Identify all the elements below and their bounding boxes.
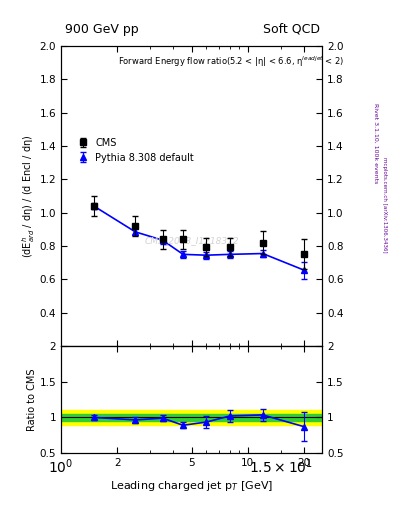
Text: Forward Energy flow ratio(5.2 < |η| < 6.6, η$^{leadjet}$ < 2): Forward Energy flow ratio(5.2 < |η| < 6.… <box>118 55 345 70</box>
Y-axis label: (dE$^{h}_{ard}$ / dη) / (d Encl / dη): (dE$^{h}_{ard}$ / dη) / (d Encl / dη) <box>20 134 37 258</box>
Text: mcplots.cern.ch [arXiv:1306.3436]: mcplots.cern.ch [arXiv:1306.3436] <box>382 157 387 252</box>
Text: 900 GeV pp: 900 GeV pp <box>65 23 138 36</box>
X-axis label: Leading charged jet p$_{T}$ [GeV]: Leading charged jet p$_{T}$ [GeV] <box>110 479 273 493</box>
Text: Soft QCD: Soft QCD <box>263 23 320 36</box>
Text: CMS_2013_I1218372: CMS_2013_I1218372 <box>144 237 239 246</box>
Y-axis label: Ratio to CMS: Ratio to CMS <box>27 368 37 431</box>
Text: Rivet 3.1.10, 100k events: Rivet 3.1.10, 100k events <box>373 103 378 183</box>
Legend: CMS, Pythia 8.308 default: CMS, Pythia 8.308 default <box>71 135 197 165</box>
